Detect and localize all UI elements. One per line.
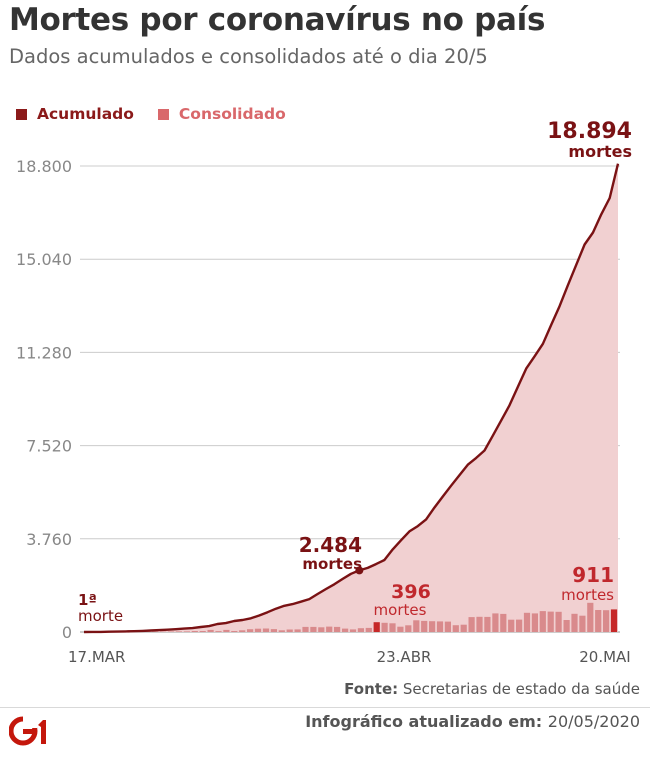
y-tick-label: 3.760: [26, 530, 72, 549]
daily-bar: [389, 623, 396, 632]
daily-bar: [492, 613, 499, 632]
daily-bar: [302, 626, 309, 632]
daily-bar: [183, 631, 190, 632]
daily-bar: [531, 613, 538, 632]
daily-bar: [516, 619, 523, 632]
cumulative-area: [84, 163, 618, 632]
daily-bar: [523, 612, 531, 632]
daily-bar: [500, 613, 507, 632]
daily-bar: [334, 626, 341, 632]
daily-bar: [452, 625, 459, 632]
daily-bar: [231, 631, 238, 632]
daily-bar: [413, 620, 420, 632]
daily-bar: [381, 622, 388, 632]
daily-bar: [579, 615, 586, 632]
chart-subtitle: Dados acumulados e consolidados até o di…: [9, 45, 488, 68]
chart-title: Mortes por coronavírus no país: [9, 2, 546, 38]
daily-bar: [175, 631, 182, 632]
legend-item-acumulado: Acumulado: [16, 105, 134, 123]
annotation-first-death-value: 1ª: [78, 591, 97, 609]
daily-bar: [349, 629, 357, 632]
daily-bar: [326, 626, 333, 632]
annotation-911-unit: mortes: [561, 586, 614, 604]
daily-bar: [254, 628, 262, 632]
daily-bar: [223, 629, 230, 632]
daily-bar: [610, 609, 618, 632]
daily-bar: [468, 617, 475, 632]
daily-bar: [247, 629, 254, 632]
daily-bar: [278, 630, 285, 632]
daily-bar: [167, 631, 175, 632]
x-tick-label: 17.MAR: [68, 648, 125, 666]
daily-bar: [191, 631, 198, 632]
update-note: Infográfico atualizado em: 20/05/2020: [305, 712, 640, 731]
annotation-total-unit: mortes: [568, 142, 632, 161]
daily-bar: [239, 630, 246, 632]
daily-bar: [405, 625, 412, 632]
x-tick-label: 23.ABR: [377, 648, 432, 666]
g1-logo: [9, 716, 46, 746]
y-tick-label: 18.800: [16, 157, 72, 176]
daily-bar: [539, 611, 546, 632]
annotation-first-death-unit: morte: [78, 607, 123, 625]
daily-bar: [484, 616, 491, 632]
annotation-2484-unit: mortes: [302, 555, 362, 573]
x-tick-label: 20.MAI: [579, 648, 630, 666]
daily-bar: [444, 621, 451, 632]
daily-bar: [365, 627, 372, 632]
chart-plot: 0 3.760 7.520 11.280 15.040 18.800 17.MAR 23.A…: [16, 119, 632, 666]
daily-bar: [547, 611, 554, 632]
source-label: Fonte:: [344, 680, 399, 698]
daily-bar: [286, 629, 293, 632]
update-label: Infográfico atualizado em:: [305, 712, 543, 731]
daily-bar: [199, 631, 206, 632]
annotation-396-value: 396: [391, 581, 431, 603]
daily-bar: [508, 619, 515, 632]
daily-bar: [587, 602, 594, 632]
cumulative-line: [83, 163, 620, 634]
daily-bar: [357, 628, 364, 632]
footer-divider: [0, 707, 650, 708]
source-text: Secretarias de estado da saúde: [402, 680, 640, 698]
daily-bar: [373, 622, 380, 632]
annotation-2484-value: 2.484: [299, 533, 362, 557]
y-tick-label: 0: [62, 623, 72, 642]
source-note: Fonte: Secretarias de estado da saúde: [344, 680, 640, 698]
daily-bar: [294, 629, 301, 632]
legend-item-consolidado: Consolidado: [157, 105, 286, 123]
daily-bar: [595, 610, 602, 632]
daily-bar: [270, 629, 277, 632]
daily-bar: [207, 629, 214, 632]
daily-bar: [318, 627, 325, 632]
y-tick-label: 15.040: [16, 250, 72, 269]
daily-bar: [429, 621, 436, 632]
daily-bar: [460, 624, 467, 632]
y-tick-label: 7.520: [26, 437, 72, 456]
legend-label-acumulado: Acumulado: [37, 105, 134, 123]
daily-bar: [603, 610, 610, 632]
daily-bar: [563, 620, 570, 632]
daily-bar: [342, 628, 349, 632]
annotation-911-value: 911: [572, 563, 614, 587]
y-tick-label: 11.280: [16, 343, 72, 362]
legend-swatch-consolidado: [157, 108, 169, 120]
legend-swatch-acumulado: [16, 108, 27, 120]
annotation-396-unit: mortes: [374, 601, 427, 619]
daily-bar: [421, 620, 428, 632]
daily-bar: [310, 626, 317, 632]
daily-bar: [262, 628, 270, 632]
legend-label-consolidado: Consolidado: [178, 105, 286, 123]
daily-bar: [397, 626, 404, 632]
chart-legend: Acumulado Consolidado: [16, 105, 300, 123]
daily-bar: [476, 616, 483, 632]
update-date: 20/05/2020: [547, 712, 640, 731]
annotation-marker: [355, 566, 364, 575]
annotation-total-value: 18.894: [547, 119, 632, 144]
daily-bar: [571, 613, 578, 632]
daily-bar: [555, 611, 562, 632]
daily-bar: [215, 631, 222, 632]
daily-bar: [436, 621, 444, 632]
